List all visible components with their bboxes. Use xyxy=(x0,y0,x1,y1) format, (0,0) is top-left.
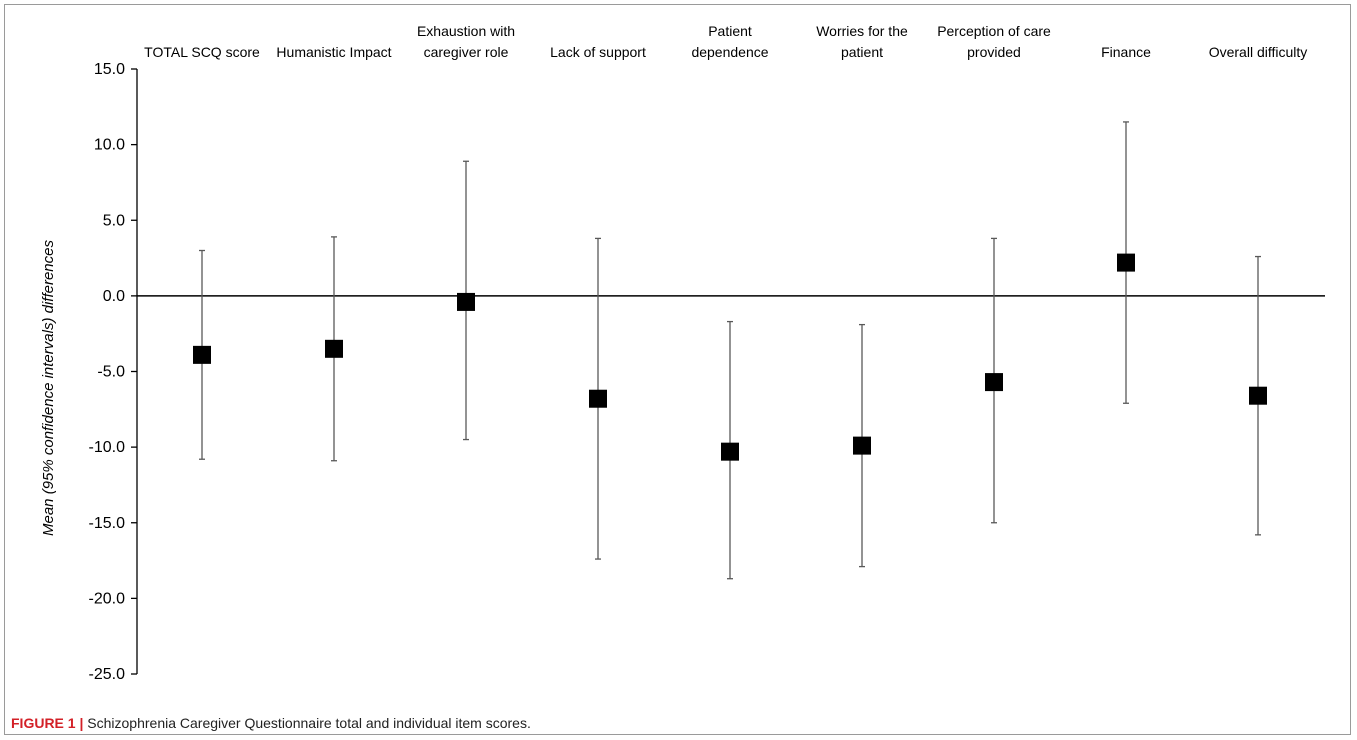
mean-marker xyxy=(193,345,211,364)
category-label: Patient dependence xyxy=(691,23,768,60)
figure-caption: FIGURE 1 | Schizophrenia Caregiver Quest… xyxy=(11,715,531,731)
mean-markers xyxy=(193,253,1267,461)
mean-marker xyxy=(325,339,343,358)
y-tick-label: 15.0 xyxy=(94,61,125,78)
whiskers xyxy=(199,121,1261,580)
category-label: Lack of support xyxy=(550,44,646,60)
mean-marker xyxy=(1249,386,1267,405)
y-tick-label: -5.0 xyxy=(97,364,125,381)
category-label: Humanistic Impact xyxy=(276,44,391,60)
mean-marker xyxy=(985,373,1003,392)
mean-marker xyxy=(853,436,871,455)
y-tick-label: -15.0 xyxy=(89,515,126,532)
caption-label: FIGURE 1 xyxy=(11,715,76,731)
mean-marker xyxy=(1117,253,1135,272)
caption-text: Schizophrenia Caregiver Questionnaire to… xyxy=(87,715,531,731)
category-label: TOTAL SCQ score xyxy=(144,44,260,60)
category-label: Exhaustion with caregiver role xyxy=(417,23,515,60)
y-axis: 15.0 10.0 5.0 0.0 -5.0 -10.0 -15.0 -20.0 -25.0 xyxy=(89,61,138,683)
y-tick-label: 5.0 xyxy=(103,212,125,229)
mean-marker xyxy=(589,389,607,408)
y-tick-label: -20.0 xyxy=(89,590,126,607)
category-label: Finance xyxy=(1101,44,1151,60)
category-label: Perception of care provided xyxy=(937,23,1051,60)
category-label: Overall difficulty xyxy=(1209,44,1308,60)
y-tick-label: 0.0 xyxy=(103,288,125,305)
caption-separator: | xyxy=(79,715,84,731)
category-labels: TOTAL SCQ score Humanistic Impact Exhausti… xyxy=(144,23,1307,60)
mean-marker xyxy=(721,442,739,461)
y-tick-label: -10.0 xyxy=(89,439,126,456)
mean-marker xyxy=(457,292,475,311)
y-axis-title: Mean (95% confidence intervals) differen… xyxy=(40,240,57,536)
y-tick-label: -25.0 xyxy=(89,666,126,683)
y-tick-label: 10.0 xyxy=(94,137,125,154)
category-label: Worries for the patient xyxy=(816,23,908,60)
